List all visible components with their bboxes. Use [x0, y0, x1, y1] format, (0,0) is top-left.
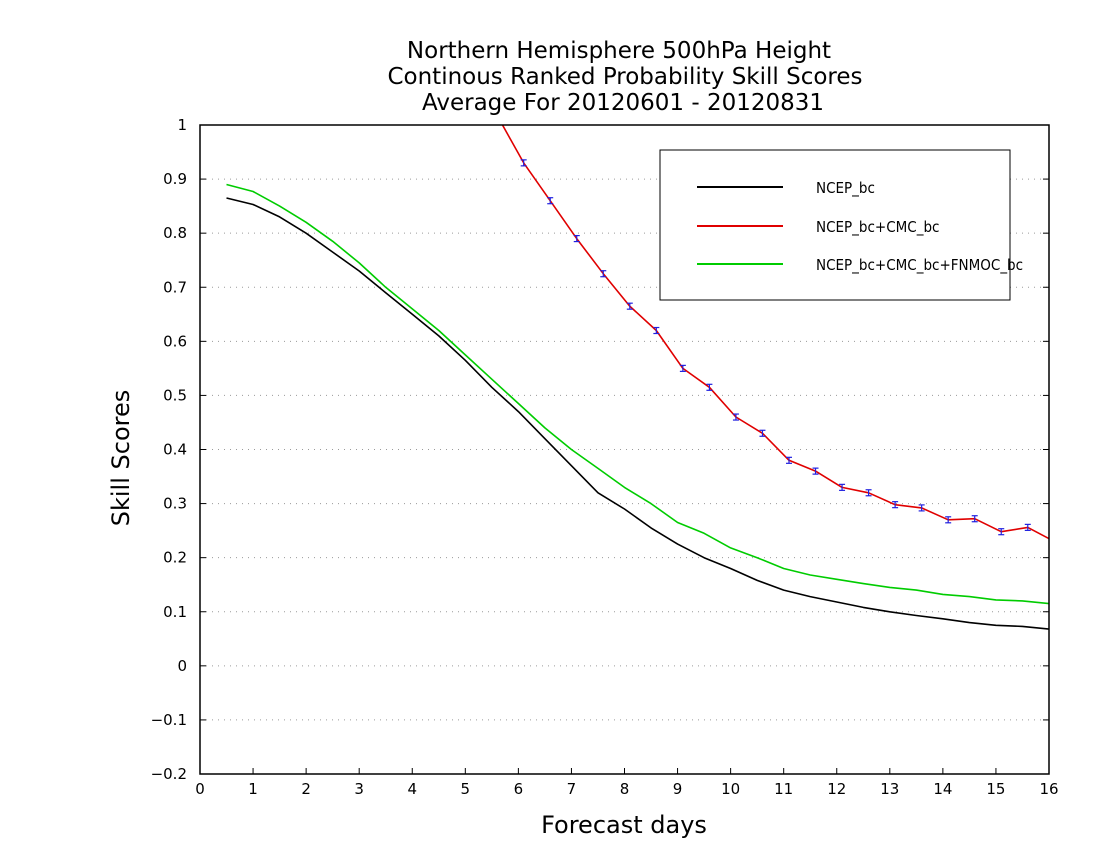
title-line-2: Continous Ranked Probability Skill Score… [387, 64, 862, 90]
x-tick-label: 12 [827, 780, 846, 798]
x-tick-label: 14 [933, 780, 952, 798]
legend: NCEP_bc NCEP_bc+CMC_bc NCEP_bc+CMC_bc+FN… [659, 149, 1023, 301]
error-bar [706, 383, 713, 391]
error-bar [573, 234, 580, 243]
error-bar [600, 270, 607, 278]
series-layer [226, 125, 1057, 630]
error-bar [865, 489, 872, 497]
y-tick-label: 1 [177, 116, 187, 134]
x-tick-label: 1 [248, 780, 258, 798]
x-tick-label: 0 [195, 780, 205, 798]
title-line-1: Northern Hemisphere 500hPa Height [407, 38, 831, 64]
x-tick-label: 6 [514, 780, 524, 798]
error-bar [892, 501, 899, 509]
error-bar [732, 413, 739, 421]
error-bar [839, 483, 846, 491]
error-bar [945, 516, 952, 524]
x-tick-label: 5 [461, 780, 471, 798]
error-bar [918, 504, 925, 512]
error-bar [812, 467, 819, 475]
y-tick-label: −0.1 [151, 711, 187, 729]
y-tick-label: 0.3 [163, 495, 187, 513]
x-tick-label: 8 [620, 780, 630, 798]
error-bar [1051, 538, 1057, 544]
error-bar [1024, 523, 1031, 531]
error-bar [547, 197, 554, 205]
y-tick-label: 0.7 [163, 278, 187, 296]
x-tick-label: 4 [407, 780, 417, 798]
y-axis-ticks: 1 0.9 0.8 0.7 0.6 0.5 0.4 0.3 0.2 0.1 0 −0.1 −0.2 [151, 116, 1049, 783]
x-tick-label: 3 [354, 780, 364, 798]
x-axis-label: Forecast days [541, 811, 707, 839]
chart-title: Northern Hemisphere 500hPa Height Contin… [387, 38, 862, 116]
x-tick-label: 11 [774, 780, 793, 798]
series-line-ncep-bc [226, 197, 1049, 630]
y-tick-label: 0.5 [163, 386, 187, 404]
y-tick-label: −0.2 [151, 765, 187, 783]
title-line-3: Average For 20120601 - 20120831 [422, 90, 824, 116]
y-tick-label: 0.8 [163, 224, 187, 242]
error-bar [626, 302, 633, 310]
error-bar [653, 326, 660, 335]
error-bar [679, 364, 686, 372]
error-bar [520, 159, 527, 167]
x-tick-label: 9 [673, 780, 683, 798]
y-tick-label: 0.6 [163, 332, 187, 350]
x-tick-label: 13 [880, 780, 899, 798]
error-bar [785, 456, 792, 464]
error-bar [971, 515, 978, 523]
x-tick-label: 7 [567, 780, 577, 798]
y-tick-label: 0.2 [163, 549, 187, 567]
x-tick-label: 15 [986, 780, 1005, 798]
x-tick-label: 2 [301, 780, 311, 798]
error-bar [759, 429, 766, 437]
x-axis-ticks: 0 1 2 3 4 5 6 7 8 9 10 11 12 13 14 15 16 [195, 768, 1059, 798]
legend-label-ncep-bc-cmc-bc-fnmoc-bc: NCEP_bc+CMC_bc+FNMOC_bc [816, 256, 1023, 275]
x-tick-label: 16 [1039, 780, 1058, 798]
error-bar [998, 528, 1005, 536]
legend-label-ncep-bc-cmc-bc: NCEP_bc+CMC_bc [816, 218, 939, 237]
x-tick-label: 10 [721, 780, 740, 798]
y-tick-label: 0.9 [163, 170, 187, 188]
y-axis-label: Skill Scores [107, 390, 135, 527]
series-line-ncep-bc-cmc-bc [501, 125, 1049, 540]
legend-label-ncep-bc: NCEP_bc [816, 179, 875, 198]
y-tick-label: 0 [177, 657, 187, 675]
series-line-ncep-bc-cmc-bc-fnmoc-bc [226, 183, 1049, 605]
y-tick-label: 0.4 [163, 441, 187, 459]
y-tick-label: 0.1 [163, 603, 187, 621]
